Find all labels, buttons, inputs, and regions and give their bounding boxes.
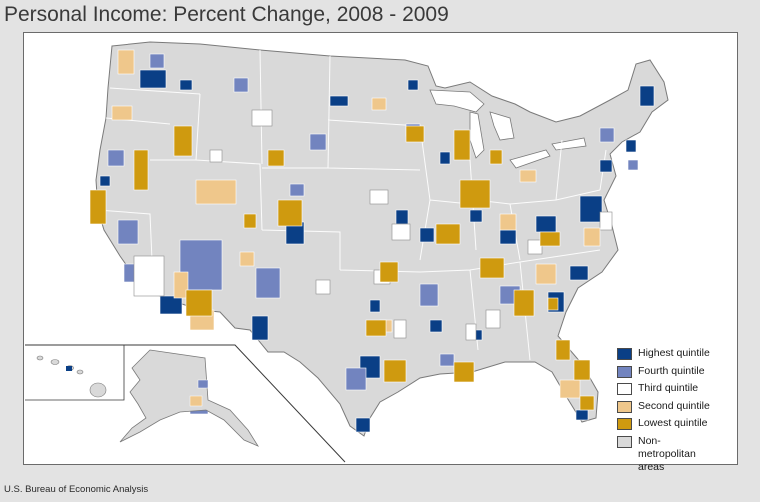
legend-item-highest: Highest quintile xyxy=(617,347,735,365)
legend-label: Second quintile xyxy=(638,399,710,412)
legend-swatch-second xyxy=(617,400,632,413)
legend-swatch-lowest xyxy=(617,418,632,430)
lake-huron-shape xyxy=(489,111,515,141)
legend-label: Fourth quintile xyxy=(638,364,705,377)
great-lakes-shape xyxy=(429,89,485,113)
legend-item-lowest: Lowest quintile xyxy=(617,417,735,435)
honolulu-metro xyxy=(66,366,72,371)
legend-item-fourth: Fourth quintile xyxy=(617,365,735,383)
lake-ontario-shape xyxy=(551,137,587,151)
alaska-shape xyxy=(119,349,260,447)
metro-lowest-quintile xyxy=(89,125,595,411)
legend-swatch-third xyxy=(617,383,632,395)
legend-swatch-highest xyxy=(617,348,632,360)
source-credit: U.S. Bureau of Economic Analysis xyxy=(4,484,149,495)
fairbanks-metro xyxy=(189,395,203,407)
legend-item-third: Third quintile xyxy=(617,382,735,400)
hawaii-shape xyxy=(36,355,107,398)
legend-label: Lowest quintile xyxy=(638,417,708,429)
metro-third-quintile xyxy=(133,109,613,341)
map-title: Personal Income: Percent Change, 2008 - … xyxy=(4,3,449,26)
legend-label: Third quintile xyxy=(638,382,699,394)
hawaii-inset-divider xyxy=(25,345,125,401)
map-legend: Highest quintile Fourth quintile Third q… xyxy=(617,347,735,473)
lake-erie-shape xyxy=(509,149,551,169)
legend-item-nonmetro: Non-metropolitan areas xyxy=(617,435,735,473)
legend-label: Highest quintile xyxy=(638,347,710,359)
legend-label: Non-metropolitan areas xyxy=(638,434,696,473)
inset-border xyxy=(25,344,346,463)
anchorage-metro xyxy=(197,379,209,389)
legend-item-second: Second quintile xyxy=(617,400,735,418)
legend-swatch-nonmetro xyxy=(617,435,632,448)
legend-swatch-fourth xyxy=(617,365,632,378)
